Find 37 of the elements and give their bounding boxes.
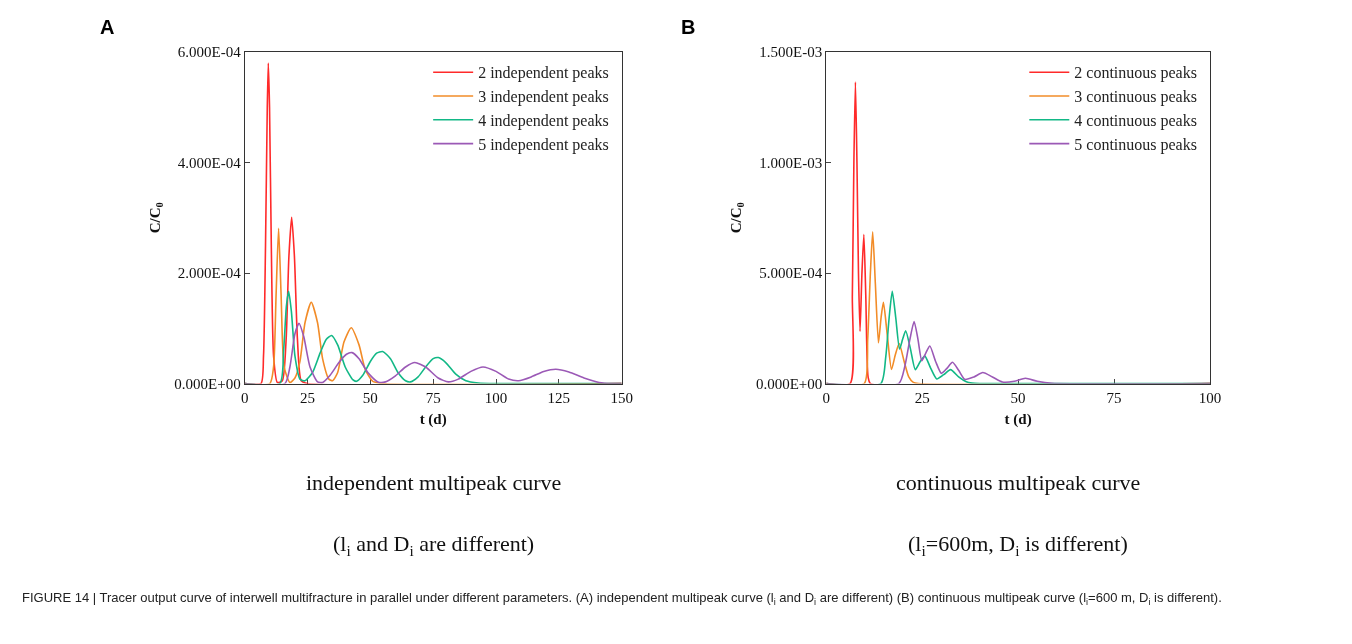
- x-tick-label: 25: [300, 389, 315, 406]
- x-tick-label: 75: [425, 389, 441, 406]
- legend-label: 4 independent peaks: [478, 112, 609, 131]
- legend-label: 5 independent peaks: [478, 135, 609, 154]
- x-tick-label: 0: [822, 389, 831, 406]
- x-axis-title: t (d): [1004, 410, 1032, 428]
- y-tick-label: 4.000E-04: [177, 154, 242, 171]
- x-tick-label: 0: [240, 389, 249, 406]
- x-tick-label: 125: [547, 389, 571, 406]
- x-tick-label: 50: [1010, 389, 1026, 406]
- x-tick-label: 100: [484, 389, 508, 406]
- y-tick-label: 2.000E-04: [177, 265, 242, 282]
- y-tick-label: 0.000E+00: [755, 375, 823, 392]
- y-tick-label: 1.500E-03: [759, 44, 823, 61]
- text: (l$_{i}$ and D$_{i}$ are different): [333, 531, 535, 559]
- x-tick-label: 50: [362, 389, 378, 406]
- text: continuous multipeak curve: [896, 470, 1141, 495]
- text: independent multipeak curve: [306, 470, 562, 495]
- y-tick-label: 6.000E-04: [177, 44, 242, 61]
- text: (l$_{i}$=600m, D$_{i}$ is different): [908, 531, 1128, 559]
- x-tick-label: 100: [1198, 389, 1222, 406]
- chart-title: A: [100, 16, 115, 38]
- x-tick-label: 150: [610, 389, 633, 406]
- text: FIGURE 14 | Tracer output curve of interwell multifracture in parallel under different parameters. (A) independent multipeak curve (l$_{i}$ and D$_{i}$ are different) (B) continuous multipeak curve (l$_{i}$=600 m, D$_{i}$ is different).: [22, 590, 1222, 607]
- y-tick-label: 1.000E-03: [759, 154, 823, 171]
- legend-label: 5 continuous peaks: [1074, 135, 1197, 154]
- x-tick-label: 25: [914, 389, 930, 406]
- chart-title: B: [681, 16, 696, 38]
- x-tick-label: 75: [1106, 389, 1122, 406]
- y-tick-label: 5.000E-04: [759, 265, 823, 282]
- y-tick-label: 0.000E+00: [174, 375, 241, 392]
- legend-label: 3 independent peaks: [478, 88, 609, 107]
- legend-label: 2 independent peaks: [478, 64, 609, 83]
- legend-label: 4 continuous peaks: [1074, 112, 1197, 131]
- legend-label: 3 continuous peaks: [1074, 88, 1197, 107]
- x-axis-title: t (d): [419, 410, 447, 428]
- legend-label: 2 continuous peaks: [1074, 64, 1197, 83]
